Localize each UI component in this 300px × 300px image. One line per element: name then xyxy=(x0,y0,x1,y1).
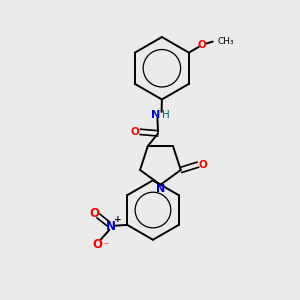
Text: O: O xyxy=(197,40,206,50)
Text: ⁻: ⁻ xyxy=(103,242,109,252)
Text: N: N xyxy=(106,220,116,233)
Text: O: O xyxy=(130,127,139,137)
Text: O: O xyxy=(89,207,99,220)
Text: N: N xyxy=(156,184,165,194)
Text: O: O xyxy=(199,160,208,170)
Text: O: O xyxy=(92,238,102,251)
Text: H: H xyxy=(163,110,170,120)
Text: N: N xyxy=(151,110,160,120)
Text: +: + xyxy=(114,215,121,224)
Text: CH₃: CH₃ xyxy=(218,37,234,46)
